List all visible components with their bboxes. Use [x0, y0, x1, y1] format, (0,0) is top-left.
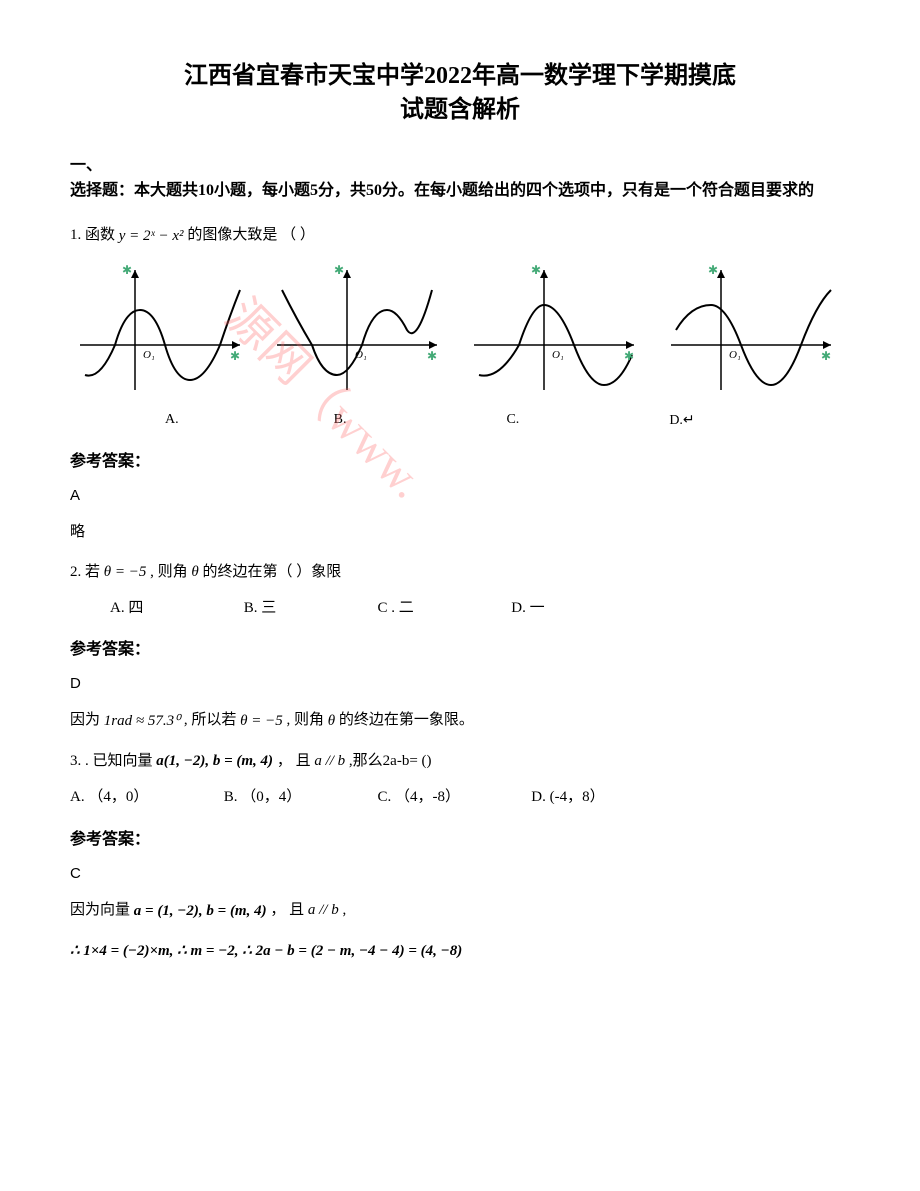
q1-prefix: 1. 函数 [70, 227, 115, 243]
q3-explain-f2: a // b [308, 902, 339, 918]
q2-mid: , 则角 [150, 564, 188, 580]
svg-text:✱: ✱ [122, 263, 132, 277]
q3-explain: 因为向量 a = (1, −2), b = (m, 4) ， 且 a // b … [70, 898, 850, 923]
q2-explain-mid2: , 则角 [287, 712, 328, 728]
q3-formula-1: a(1, −2), b = (m, 4) [156, 749, 273, 773]
graph-a: O₁ ✱ ✱ [70, 260, 259, 400]
q3-explain-prefix: 因为向量 [70, 902, 134, 918]
q2-explain-f1: 1rad ≈ 57.3⁰ [104, 709, 180, 733]
q2-opt-c: C . 二 [378, 596, 508, 617]
q1-graphs: O₁ ✱ ✱ O₁ ✱ ✱ O₁ ✱ ✱ [70, 260, 850, 400]
q2-explain-f2: θ = −5 [240, 709, 283, 733]
svg-text:O₁: O₁ [355, 349, 367, 361]
q1-answer-label: 参考答案： [70, 447, 850, 471]
q2-formula-2: θ [191, 560, 198, 584]
q1-answer: A [70, 487, 850, 504]
q1-suffix: 的图像大致是 （ ） [187, 227, 315, 243]
q3-options: A. （4，0） B. （0，4） C. （4，-8） D. (-4，8） [70, 785, 850, 809]
svg-text:✱: ✱ [531, 263, 541, 277]
svg-text:O₁: O₁ [552, 349, 564, 361]
section-number: 一、 [70, 151, 850, 175]
page-title: 江西省宜春市天宝中学2022年高一数学理下学期摸底 试题含解析 [70, 60, 850, 127]
question-1: 1. 函数 y = 2ˣ − x² 的图像大致是 （ ） [70, 223, 850, 248]
svg-text:O₁: O₁ [143, 349, 155, 361]
q3-formula-2: a // b [314, 753, 345, 769]
q1-formula: y = 2ˣ − x² [119, 224, 184, 248]
svg-text:✱: ✱ [230, 349, 240, 363]
q3-explain-f1: a = (1, −2), b = (m, 4) [134, 899, 267, 923]
q2-options: A. 四 B. 三 C . 二 D. 一 [70, 596, 850, 617]
q3-conclusion: ∴ 1×4 = (−2)×m, ∴ m = −2, ∴ 2a − b = (2 … [70, 939, 850, 963]
q2-explain-f3: θ [328, 709, 335, 733]
graph-d: O₁ ✱ ✱ [661, 260, 850, 400]
q3-opt-d: D. (-4，8） [531, 785, 604, 809]
section-description: 选择题：本大题共10小题，每小题5分，共50分。在每小题给出的四个选项中，只有是… [70, 179, 850, 203]
q3-prefix: 3. . 已知向量 [70, 753, 153, 769]
q1-answer-note: 略 [70, 520, 850, 544]
q3-opt-a: A. （4，0） [70, 785, 220, 809]
q2-prefix: 2. 若 [70, 564, 100, 580]
svg-text:✱: ✱ [427, 349, 437, 363]
svg-text:✱: ✱ [821, 349, 831, 363]
opt-a-label: A. [165, 412, 179, 429]
q3-answer: C [70, 865, 850, 882]
opt-d-label: D.↵ [669, 412, 694, 429]
q1-option-labels: A. B. C. D.↵ [70, 412, 850, 429]
svg-text:✱: ✱ [334, 263, 344, 277]
opt-c-label: C. [506, 412, 519, 429]
q2-answer: D [70, 675, 850, 692]
q2-opt-b: B. 三 [244, 596, 374, 617]
q3-opt-b: B. （0，4） [224, 785, 374, 809]
q2-suffix: 的终边在第（ ）象限 [203, 564, 342, 580]
svg-text:✱: ✱ [624, 349, 634, 363]
q2-explain-mid: , 所以若 [184, 712, 240, 728]
svg-text:✱: ✱ [708, 263, 718, 277]
title-line-1: 江西省宜春市天宝中学2022年高一数学理下学期摸底 [70, 60, 850, 94]
graph-b: O₁ ✱ ✱ [267, 260, 456, 400]
question-3: 3. . 已知向量 a(1, −2), b = (m, 4) ， 且 a // … [70, 749, 850, 774]
q2-formula-1: θ = −5 [104, 560, 147, 584]
opt-b-label: B. [334, 412, 347, 429]
q2-explain-prefix: 因为 [70, 712, 100, 728]
q2-answer-label: 参考答案： [70, 635, 850, 659]
q2-explain-suffix: 的终边在第一象限。 [339, 712, 474, 728]
q3-suffix: ,那么2a-b= () [349, 753, 432, 769]
q2-opt-d: D. 一 [511, 596, 544, 617]
q3-explain-suffix: , [342, 902, 346, 918]
question-2: 2. 若 θ = −5 , 则角 θ 的终边在第（ ）象限 [70, 560, 850, 585]
q3-explain-mid: ， 且 [270, 902, 304, 918]
svg-text:O₁: O₁ [729, 349, 741, 361]
q3-opt-c: C. （4，-8） [378, 785, 528, 809]
q2-opt-a: A. 四 [110, 596, 240, 617]
q2-explain: 因为 1rad ≈ 57.3⁰ , 所以若 θ = −5 , 则角 θ 的终边在… [70, 708, 850, 733]
q3-answer-label: 参考答案： [70, 825, 850, 849]
q3-mid: ， 且 [277, 753, 311, 769]
title-line-2: 试题含解析 [70, 94, 850, 128]
graph-c: O₁ ✱ ✱ [464, 260, 653, 400]
